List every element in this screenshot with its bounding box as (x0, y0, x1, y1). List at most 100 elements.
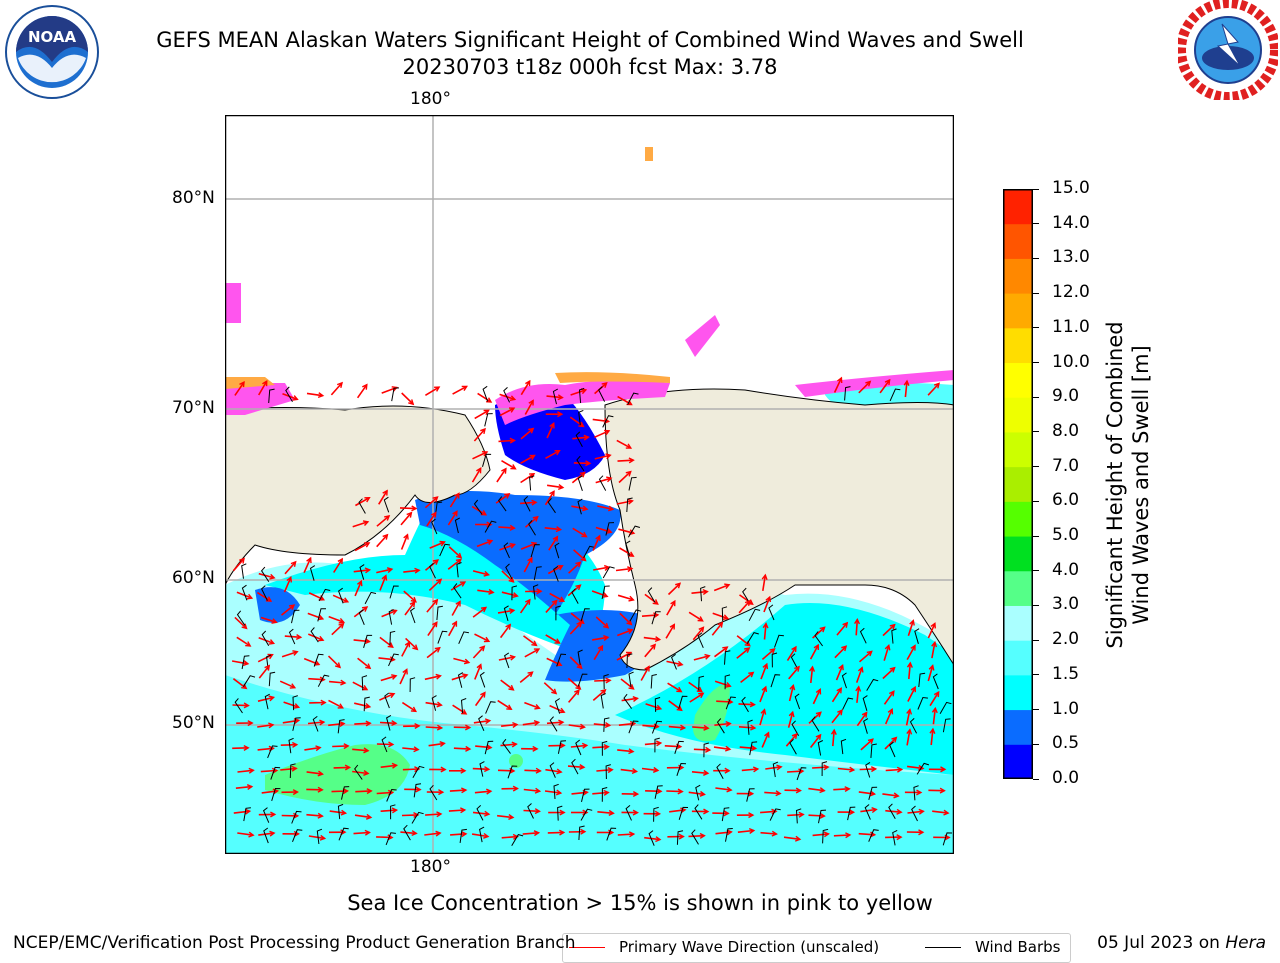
colorbar-label-line1: Significant Height of Combined (1102, 321, 1128, 648)
colorbar-tick-mark (1033, 327, 1039, 328)
colorbar-segment (1003, 571, 1033, 606)
colorbar-label-line2: Wind Waves and Swell [m] (1128, 321, 1154, 648)
lon-label-top: 180° (410, 89, 451, 109)
colorbar-segment (1003, 467, 1033, 502)
colorbar-tick-mark (1033, 223, 1039, 224)
colorbar-tick-label: 12.0 (1052, 284, 1090, 301)
colorbar-tick-label: 11.0 (1052, 319, 1090, 336)
wave-arrow (645, 791, 661, 792)
colorbar-segment (1003, 328, 1033, 363)
wave-arrow (498, 770, 514, 771)
lon-label-bottom: 180° (410, 857, 451, 877)
colorbar-tick-label: 1.5 (1052, 666, 1079, 683)
colorbar-segment (1003, 675, 1033, 710)
colorbar-tick-mark (1033, 466, 1039, 467)
colorbar-tick-label: 1.0 (1052, 701, 1079, 718)
noaa-logo-icon: NOAA (4, 4, 100, 100)
wave-arrow (281, 745, 297, 746)
wave-arrow (694, 749, 710, 750)
colorbar-tick-mark (1033, 536, 1039, 537)
wave-arrow (332, 746, 348, 747)
lat-label-50: 50°N (172, 713, 215, 733)
colorbar-tick-mark (1033, 640, 1039, 641)
colorbar-tick-label: 6.0 (1052, 492, 1079, 509)
lat-label-70: 70°N (172, 398, 215, 418)
colorbar (1003, 189, 1033, 779)
colorbar-segment (1003, 744, 1033, 779)
chart-subtitle: 20230703 t18z 000h fcst Max: 3.78 (90, 54, 1090, 80)
colorbar-tick-mark (1033, 501, 1039, 502)
colorbar-tick-label: 7.0 (1052, 458, 1079, 475)
colorbar-tick-mark (1033, 397, 1039, 398)
colorbar-segment (1003, 536, 1033, 571)
colorbar-tick-label: 4.0 (1052, 562, 1079, 579)
colorbar-segment (1003, 710, 1033, 745)
colorbar-segment (1003, 189, 1033, 224)
colorbar-segment (1003, 258, 1033, 293)
colorbar-tick-label: 0.5 (1052, 735, 1079, 752)
legend-wave-item: Primary Wave Direction (unscaled) (569, 938, 879, 956)
wave-arrow (403, 769, 419, 770)
colorbar-segment (1003, 293, 1033, 328)
colorbar-tick-mark (1033, 570, 1039, 571)
legend-barb-line-icon (925, 947, 961, 948)
legend-wave-label: Primary Wave Direction (unscaled) (619, 938, 879, 956)
colorbar-tick-label: 3.0 (1052, 596, 1079, 613)
nws-logo-icon (1178, 0, 1278, 100)
wave-arrow (548, 832, 564, 833)
wave-arrow (233, 705, 249, 706)
legend-barb-label: Wind Barbs (975, 938, 1060, 956)
map-canvas (225, 115, 954, 854)
wave-arrow (524, 770, 540, 771)
colorbar-tick-mark (1033, 293, 1039, 294)
wave-arrow (377, 744, 393, 745)
wave-arrow (860, 769, 876, 770)
legend-barb-item: Wind Barbs (925, 938, 1060, 956)
colorbar-label: Significant Height of Combined Wind Wave… (1102, 321, 1154, 648)
wave-arrow (594, 680, 610, 681)
colorbar-tick-mark (1033, 605, 1039, 606)
colorbar-segment (1003, 224, 1033, 259)
wave-arrow (666, 791, 682, 792)
wave-arrow (332, 791, 348, 792)
svg-text:NOAA: NOAA (28, 28, 77, 46)
sea-ice-floe-3 (225, 283, 241, 323)
colorbar-segment (1003, 640, 1033, 675)
colorbar-segment (1003, 605, 1033, 640)
colorbar-tick-mark (1033, 362, 1039, 363)
sea-ice-note: Sea Ice Concentration > 15% is shown in … (0, 891, 1280, 915)
colorbar-tick-label: 15.0 (1052, 180, 1090, 197)
sea-ice-floe-2 (645, 147, 653, 161)
colorbar-tick-mark (1033, 744, 1039, 745)
colorbar-tick-mark (1033, 189, 1039, 190)
colorbar-segment (1003, 397, 1033, 432)
colorbar-tick-label: 10.0 (1052, 354, 1090, 371)
footer-credit: NCEP/EMC/Verification Post Processing Pr… (13, 933, 576, 953)
colorbar-segment (1003, 432, 1033, 467)
footer-date: 05 Jul 2023 on Hera (1097, 933, 1266, 953)
colorbar-tick-mark (1033, 674, 1039, 675)
footer-date-text: 05 Jul 2023 on (1097, 933, 1225, 953)
colorbar-tick-label: 0.0 (1052, 770, 1079, 787)
lat-label-60: 60°N (172, 568, 215, 588)
colorbar-tick-label: 14.0 (1052, 215, 1090, 232)
colorbar-tick-mark (1033, 709, 1039, 710)
colorbar-tick-mark (1033, 779, 1039, 780)
wave-arrow (400, 508, 416, 509)
colorbar-segment (1003, 501, 1033, 536)
colorbar-tick-mark (1033, 431, 1039, 432)
colorbar-tick-label: 8.0 (1052, 423, 1079, 440)
lat-label-80: 80°N (172, 188, 215, 208)
colorbar-tick-mark (1033, 258, 1039, 259)
wave-arrow (334, 767, 350, 768)
map-panel: Primary Wave Direction (unscaled) Wind B… (225, 115, 954, 854)
chart-title: GEFS MEAN Alaskan Waters Significant Hei… (90, 27, 1090, 53)
colorbar-tick-label: 9.0 (1052, 388, 1079, 405)
colorbar-tick-label: 13.0 (1052, 249, 1090, 266)
wave-arrow (689, 836, 705, 837)
colorbar-tick-label: 5.0 (1052, 527, 1079, 544)
wave-arrow (402, 815, 418, 816)
colorbar-tick-label: 2.0 (1052, 631, 1079, 648)
footer-machine: Hera (1225, 933, 1266, 953)
map-legend: Primary Wave Direction (unscaled) Wind B… (562, 933, 1071, 963)
